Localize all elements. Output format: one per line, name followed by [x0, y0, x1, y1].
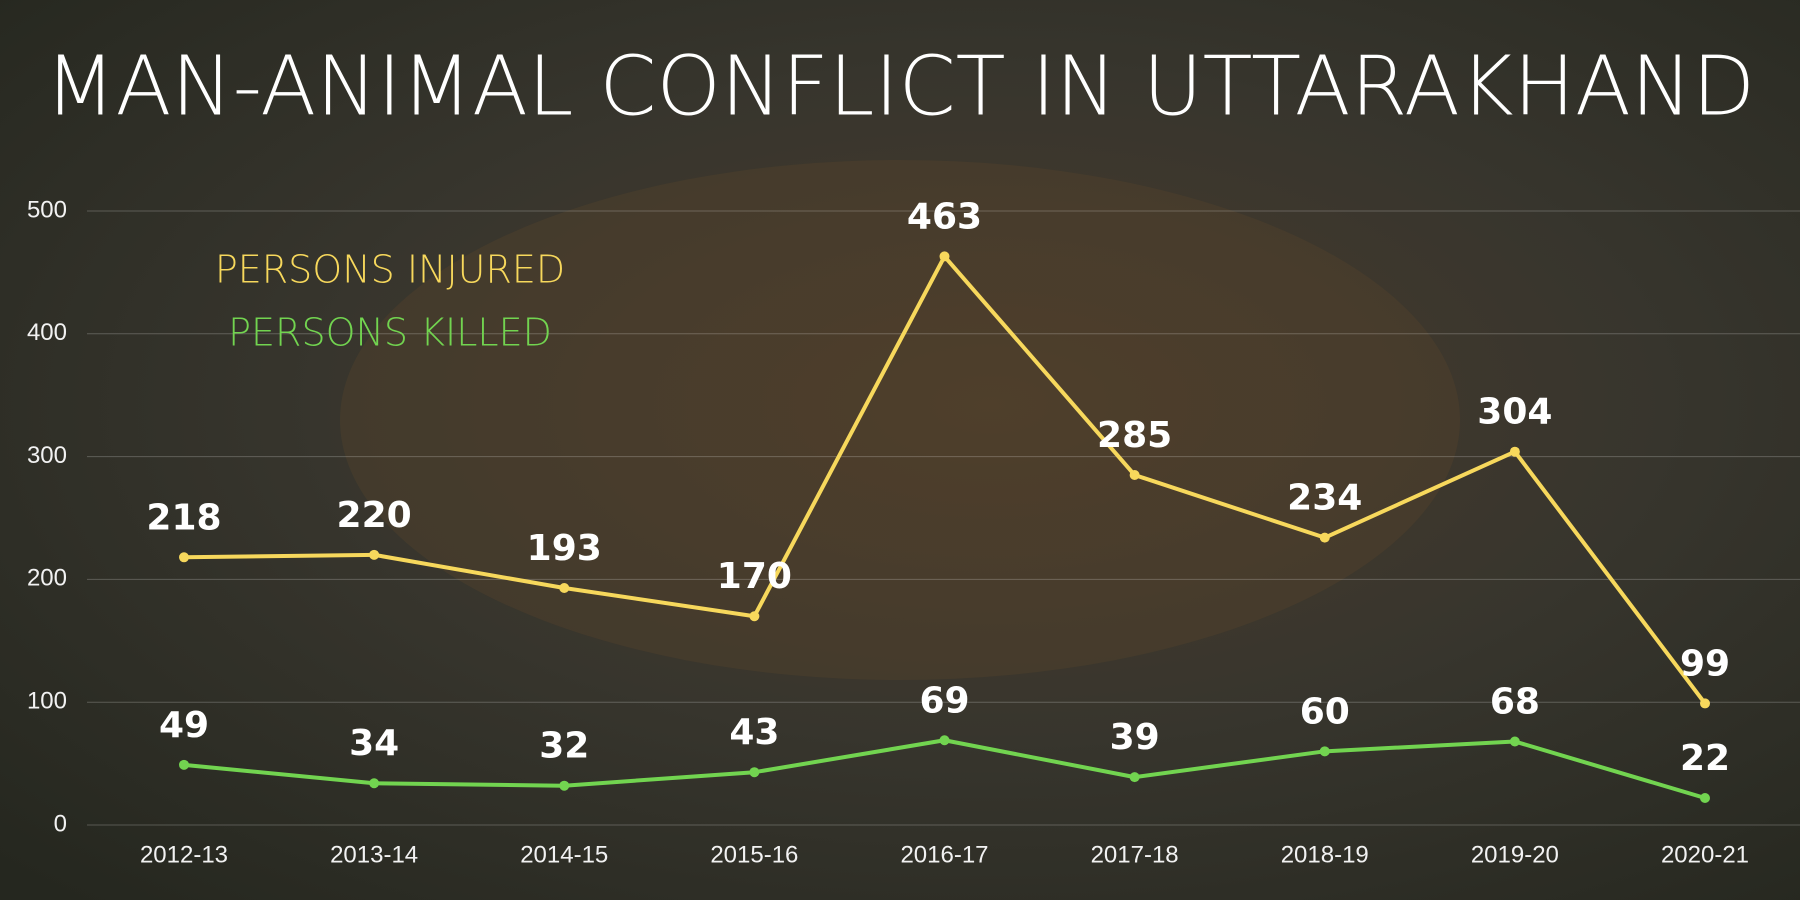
data-point — [1509, 736, 1520, 747]
legend-entry: PERSONS KILLED — [228, 311, 552, 355]
data-label: 49 — [159, 705, 209, 746]
x-tick-label: 2018-19 — [1281, 841, 1369, 868]
y-tick-label: 200 — [27, 565, 67, 592]
data-label: 60 — [1300, 691, 1350, 732]
data-label: 69 — [919, 680, 969, 721]
data-point — [559, 582, 570, 593]
data-label: 39 — [1110, 717, 1160, 758]
data-point — [1319, 532, 1330, 543]
chart-title: MAN-ANIMAL CONFLICT IN UTTARAKHAND — [45, 40, 1755, 135]
data-label: 193 — [527, 528, 602, 569]
y-tick-label: 0 — [54, 810, 67, 837]
x-tick-label: 2012-13 — [140, 841, 228, 868]
data-label: 218 — [146, 497, 221, 538]
data-point — [939, 735, 950, 746]
y-tick-label: 500 — [27, 196, 67, 223]
data-point — [179, 552, 189, 563]
data-point — [1129, 470, 1140, 481]
x-tick-label: 2020-21 — [1661, 841, 1749, 868]
y-tick-label: 300 — [27, 442, 67, 469]
data-point — [1319, 746, 1330, 757]
x-tick-label: 2017-18 — [1091, 841, 1179, 868]
x-tick-label: 2016-17 — [900, 841, 988, 868]
data-label: 463 — [907, 196, 982, 237]
y-tick-label: 100 — [27, 688, 67, 715]
data-label: 220 — [337, 495, 412, 536]
x-tick-label: 2015-16 — [710, 841, 798, 868]
data-point — [559, 780, 570, 791]
data-label: 304 — [1477, 392, 1552, 433]
data-label: 32 — [539, 726, 589, 767]
data-point — [1129, 772, 1140, 783]
data-point — [749, 611, 760, 622]
data-label: 34 — [349, 723, 399, 764]
data-label: 68 — [1490, 681, 1540, 722]
data-point — [369, 549, 380, 560]
x-tick-label: 2014-15 — [520, 841, 608, 868]
data-label: 22 — [1680, 738, 1730, 779]
data-label: 285 — [1097, 415, 1172, 456]
data-label: 234 — [1287, 478, 1362, 519]
background-shape — [340, 160, 1460, 680]
data-label: 43 — [729, 712, 779, 753]
data-point — [1700, 698, 1710, 709]
data-label: 99 — [1680, 643, 1730, 684]
data-label: 170 — [717, 556, 792, 597]
data-point — [749, 767, 760, 778]
data-point — [369, 778, 380, 789]
y-tick-label: 400 — [27, 319, 67, 346]
data-point — [939, 251, 950, 262]
legend-entry: PERSONS INJURED — [215, 248, 565, 292]
data-point — [1509, 446, 1520, 457]
data-point — [179, 759, 189, 770]
x-tick-label: 2013-14 — [330, 841, 418, 868]
data-point — [1700, 792, 1710, 803]
x-tick-label: 2019-20 — [1471, 841, 1559, 868]
